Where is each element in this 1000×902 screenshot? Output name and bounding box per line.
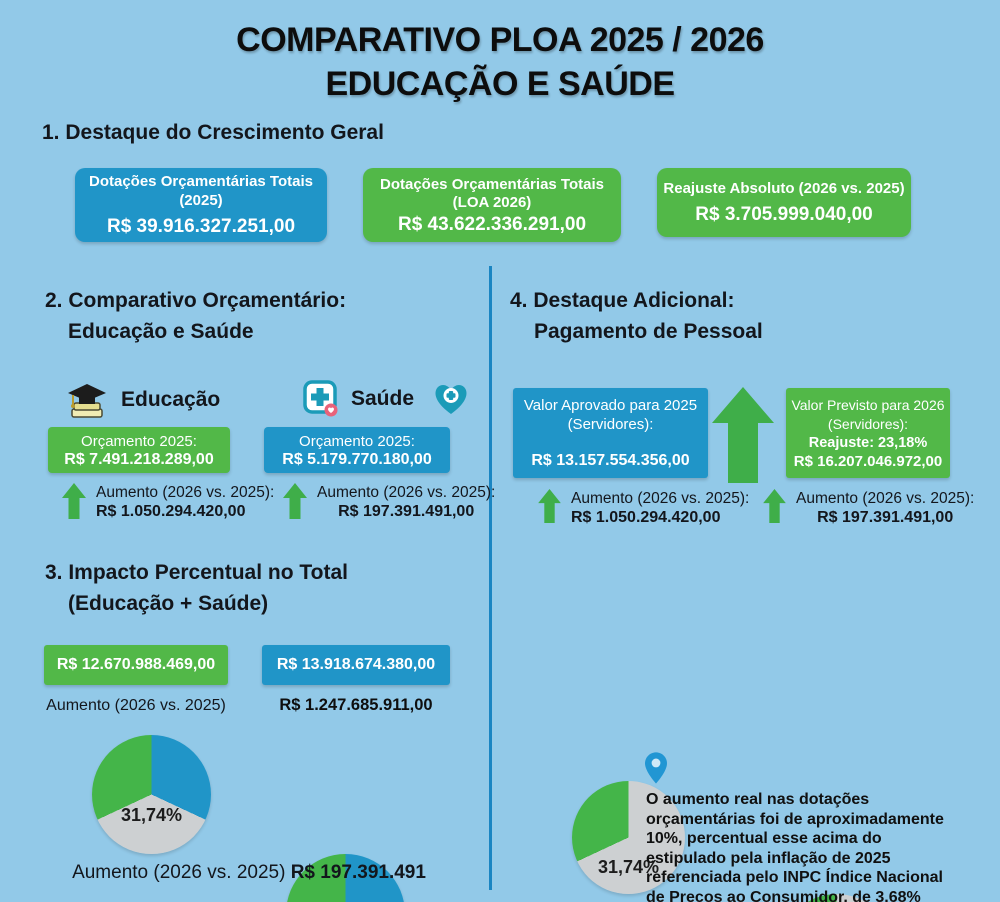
page-title: COMPARATIVO PLOA 2025 / 2026 EDUCAÇÃO E … bbox=[0, 18, 1000, 106]
box-label-line2: (LOA 2026) bbox=[452, 193, 532, 211]
educacao-category: Educação bbox=[65, 380, 220, 420]
educacao-label: Educação bbox=[121, 388, 221, 411]
section3-aumento-label: Aumento (2026 vs. 2025) bbox=[46, 697, 226, 714]
section3-heading-line2: (Educação + Saúde) bbox=[68, 592, 269, 615]
section2-heading-line1: 2. Comparativo Orçamentário: bbox=[45, 289, 347, 312]
section2-heading: 2. Comparativo Orçamentário: Educação e … bbox=[45, 285, 346, 347]
increase-value: R$ 197.391.491,00 bbox=[817, 509, 954, 526]
saude-increase: Aumento (2026 vs. 2025): R$ 197.391.491,… bbox=[283, 483, 495, 521]
box-value: R$ 12.670.988.469,00 bbox=[56, 656, 216, 673]
pie-chart-pessoal-2025: 31,74% bbox=[572, 781, 685, 894]
section3-total-2025-box: R$ 12.670.988.469,00 bbox=[44, 645, 228, 685]
caption-bold: R$ 197.391.491 bbox=[290, 862, 426, 883]
budget-value: R$ 5.179.770.180,00 bbox=[282, 450, 432, 468]
box-label: Dotações Orçamentárias Totais (2025) bbox=[89, 173, 313, 209]
box-value: R$ 16.207.046.972,00 bbox=[793, 453, 943, 470]
section2-heading-line2: Educação e Saúde bbox=[68, 320, 254, 343]
saude-label: Saúde bbox=[351, 387, 415, 410]
box-value: R$ 39.916.327.251,00 bbox=[106, 216, 296, 237]
column-divider bbox=[489, 266, 492, 890]
location-pin-icon bbox=[645, 752, 667, 784]
budget-label: Orçamento 2025: bbox=[81, 432, 197, 450]
increase-value: R$ 1.050.294.420,00 bbox=[571, 509, 721, 526]
increase-value: R$ 1.050.294.420,00 bbox=[96, 503, 246, 520]
budget-label: Orçamento 2025: bbox=[299, 432, 415, 450]
saude-category: Saúde bbox=[303, 380, 470, 418]
section1-box-total-2025: Dotações Orçamentárias Totais (2025) R$ … bbox=[75, 168, 327, 242]
section4-heading: 4. Destaque Adicional: Pagamento de Pess… bbox=[510, 285, 763, 347]
budget-value: R$ 7.491.218.289,00 bbox=[64, 450, 214, 468]
footnote-text: O aumento real nas dotações orçamentária… bbox=[646, 791, 944, 902]
educacao-increase: Aumento (2026 vs. 2025): R$ 1.050.294.42… bbox=[62, 483, 274, 521]
big-up-arrow-icon bbox=[712, 387, 774, 483]
box-label: Dotações Orçamentárias Totais bbox=[380, 175, 604, 193]
heart-cross-icon bbox=[432, 382, 470, 416]
section1-box-total-loa2026: Dotações Orçamentárias Totais (LOA 2026)… bbox=[363, 168, 621, 242]
box-label-line2: (Servidores): bbox=[567, 416, 654, 433]
educacao-budget-box: Orçamento 2025: R$ 7.491.218.289,00 bbox=[48, 427, 230, 473]
up-arrow-icon bbox=[62, 483, 86, 519]
section3-aumento-value: R$ 1.247.685.911,00 bbox=[279, 696, 433, 714]
box-label: Reajuste Absoluto (2026 vs. 2025) bbox=[663, 180, 905, 197]
section4-heading-line2: Pagamento de Pessoal bbox=[534, 320, 763, 343]
box-label-line1: Valor Aprovado para 2025 bbox=[523, 397, 698, 414]
page-title-line1: COMPARATIVO PLOA 2025 / 2026 bbox=[236, 21, 764, 59]
up-arrow-icon bbox=[538, 489, 561, 523]
box-value: R$ 13.157.554.356,00 bbox=[531, 452, 690, 469]
section4-increase-left: Aumento (2026 vs. 2025): R$ 1.050.294.42… bbox=[538, 489, 749, 527]
pie-chart-total-2025: 31,74% bbox=[92, 735, 211, 854]
box-value: R$ 43.622.336.291,00 bbox=[397, 213, 587, 235]
page-title-line2: EDUCAÇÃO E SAÚDE bbox=[325, 65, 675, 103]
section1-box-reajuste: Reajuste Absoluto (2026 vs. 2025) R$ 3.7… bbox=[657, 168, 911, 237]
pie-label: 31,74% bbox=[597, 857, 660, 877]
increase-label: Aumento (2026 vs. 2025): bbox=[571, 490, 750, 507]
section4-box-2025: Valor Aprovado para 2025 (Servidores): R… bbox=[513, 388, 708, 478]
section4-heading-line1: 4. Destaque Adicional: bbox=[510, 289, 735, 312]
section1-heading: 1. Destaque do Crescimento Geral bbox=[42, 121, 384, 144]
medical-cross-icon bbox=[303, 380, 339, 418]
increase-label: Aumento (2026 vs. 2025): bbox=[796, 490, 975, 507]
up-arrow-icon bbox=[763, 489, 786, 523]
increase-label: Aumento (2026 vs. 2025): bbox=[96, 484, 275, 501]
box-reajuste: Reajuste: 23,18% bbox=[808, 435, 928, 451]
up-arrow-icon bbox=[283, 483, 307, 519]
box-label-line1: Valor Previsto para 2026 bbox=[791, 397, 945, 413]
box-value: R$ 3.705.999.040,00 bbox=[695, 204, 873, 225]
section3-heading: 3. Impacto Percentual no Total (Educação… bbox=[45, 557, 348, 619]
section3-heading-line1: 3. Impacto Percentual no Total bbox=[45, 561, 349, 584]
pie-label: 31,74% bbox=[120, 805, 183, 825]
graduation-cap-icon bbox=[65, 380, 109, 420]
caption-regular: Aumento (2026 vs. 2025) bbox=[72, 862, 291, 883]
saude-budget-box: Orçamento 2025: R$ 5.179.770.180,00 bbox=[264, 427, 450, 473]
box-value: R$ 13.918.674.380,00 bbox=[276, 656, 436, 673]
increase-label: Aumento (2026 vs. 2025): bbox=[317, 484, 496, 501]
section3-total-2026-box: R$ 13.918.674.380,00 bbox=[262, 645, 450, 685]
increase-value: R$ 197.391.491,00 bbox=[338, 503, 475, 520]
section4-increase-right: Aumento (2026 vs. 2025): R$ 197.391.491,… bbox=[763, 489, 974, 527]
section4-box-2026: Valor Previsto para 2026 (Servidores): R… bbox=[786, 388, 950, 478]
pie-chart-pessoal-2026: 31,9.1% bbox=[780, 894, 893, 902]
box-label-line2: (Servidores): bbox=[827, 416, 909, 432]
section3-caption: Aumento (2026 vs. 2025) R$ 197.391.491 bbox=[44, 862, 454, 884]
